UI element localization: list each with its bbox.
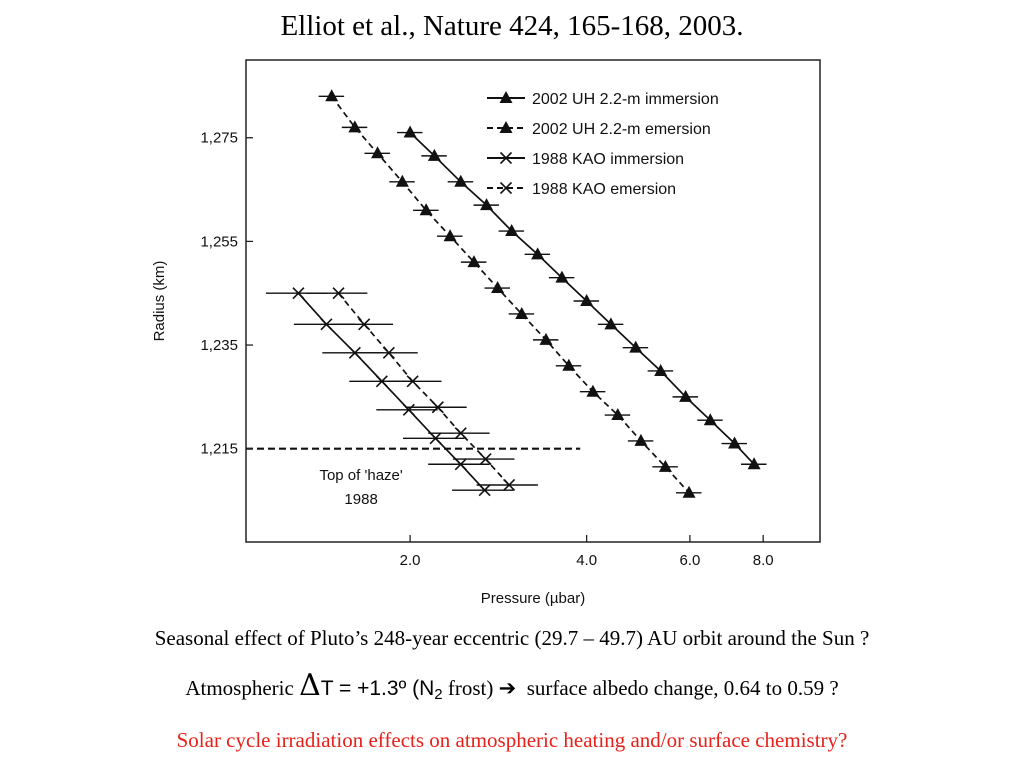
triangle-marker	[427, 148, 441, 161]
series-group	[397, 125, 767, 470]
caption-albedo: Atmospheric ΔT = +1.3º (N2 frost) ➔ surf…	[0, 668, 1024, 703]
x-tick-label: 8.0	[753, 552, 774, 569]
triangle-marker	[747, 457, 761, 470]
triangle-marker	[555, 270, 569, 283]
x-marker	[454, 458, 467, 471]
triangle-marker	[634, 433, 648, 446]
triangle-marker	[658, 459, 672, 472]
y-tick-label: 1,255	[200, 233, 238, 250]
triangle-marker	[515, 306, 529, 319]
legend-label: 2002 UH 2.2-m emersion	[532, 121, 711, 138]
y-tick-label: 1,235	[200, 337, 238, 354]
arrow-icon: ➔	[498, 677, 517, 700]
x-marker	[332, 287, 345, 300]
x-marker	[402, 403, 415, 416]
plot-frame	[245, 59, 821, 543]
triangle-marker	[395, 174, 409, 187]
delta-symbol: Δ	[299, 668, 321, 703]
caption-albedo-frost: frost)	[442, 676, 494, 700]
caption-albedo-rest: surface albedo change, 0.64 to 0.59 ?	[526, 676, 839, 700]
triangle-marker	[505, 224, 519, 237]
series-group	[265, 287, 514, 497]
triangle-marker	[531, 247, 545, 260]
triangle-marker	[348, 120, 362, 133]
triangle-marker	[586, 384, 600, 397]
triangle-marker	[562, 358, 576, 371]
x-marker	[292, 287, 305, 300]
x-tick-label: 4.0	[576, 552, 597, 569]
triangle-marker	[682, 485, 696, 498]
series-line	[331, 95, 690, 494]
triangle-marker	[679, 389, 693, 402]
x-axis-label: Pressure (µbar)	[481, 590, 586, 607]
pressure-radius-chart: Top of 'haze' 1988 2.0 4.0 6.0 8.0 1,275 1,255…	[151, 59, 821, 607]
caption-orbit: Seasonal effect of Pluto’s 248-year ecce…	[154, 626, 870, 650]
triangle-marker	[611, 408, 625, 421]
caption-solar: Solar cycle irradiation effects on atmos…	[176, 728, 848, 752]
x-tick-label: 6.0	[679, 552, 700, 569]
legend-label: 1988 KAO immersion	[532, 151, 684, 168]
x-marker	[499, 151, 513, 165]
triangle-marker	[499, 91, 513, 103]
x-marker	[431, 401, 444, 414]
x-marker	[406, 375, 419, 388]
haze-annotation-line: Top of 'haze'	[319, 467, 402, 484]
triangle-marker	[499, 121, 513, 133]
y-tick-label: 1,275	[200, 130, 238, 147]
x-marker	[358, 318, 371, 331]
x-tick-label: 2.0	[400, 552, 421, 569]
triangle-marker	[654, 363, 668, 376]
triangle-marker	[454, 174, 468, 187]
slide-title: Elliot et al., Nature 424, 165-168, 2003…	[280, 10, 744, 42]
caption-albedo-eq: T = +1.3º (N	[320, 677, 435, 700]
x-marker	[348, 346, 361, 359]
x-marker	[454, 427, 467, 440]
triangle-marker	[703, 413, 717, 426]
triangle-marker	[325, 89, 339, 102]
x-marker	[320, 318, 333, 331]
triangle-marker	[467, 255, 481, 268]
triangle-marker	[419, 203, 433, 216]
triangle-marker	[403, 125, 417, 138]
caption-albedo-sub: 2	[434, 686, 443, 703]
y-tick-label: 1,215	[200, 441, 238, 458]
triangle-marker	[604, 317, 618, 330]
haze-annotation: Top of 'haze' 1988	[319, 467, 402, 508]
x-marker	[479, 453, 492, 466]
series-group	[318, 89, 702, 498]
x-marker	[499, 181, 513, 195]
y-axis-label: Radius (km)	[151, 261, 168, 342]
x-marker	[503, 478, 516, 492]
legend-label: 1988 KAO emersion	[532, 181, 676, 198]
triangle-marker	[443, 229, 457, 242]
x-marker	[429, 432, 442, 445]
triangle-marker	[728, 436, 742, 449]
triangle-marker	[580, 294, 594, 306]
legend-label: 2002 UH 2.2-m immersion	[532, 91, 719, 108]
triangle-marker	[629, 340, 643, 353]
triangle-marker	[371, 146, 385, 159]
triangle-marker	[480, 198, 494, 211]
x-marker	[382, 346, 395, 359]
triangle-marker	[539, 332, 553, 345]
caption-albedo-prefix: Atmospheric	[185, 676, 300, 700]
series-group	[305, 287, 538, 492]
triangle-marker	[491, 281, 505, 294]
haze-annotation-line: 1988	[344, 491, 377, 508]
x-marker	[478, 484, 491, 497]
